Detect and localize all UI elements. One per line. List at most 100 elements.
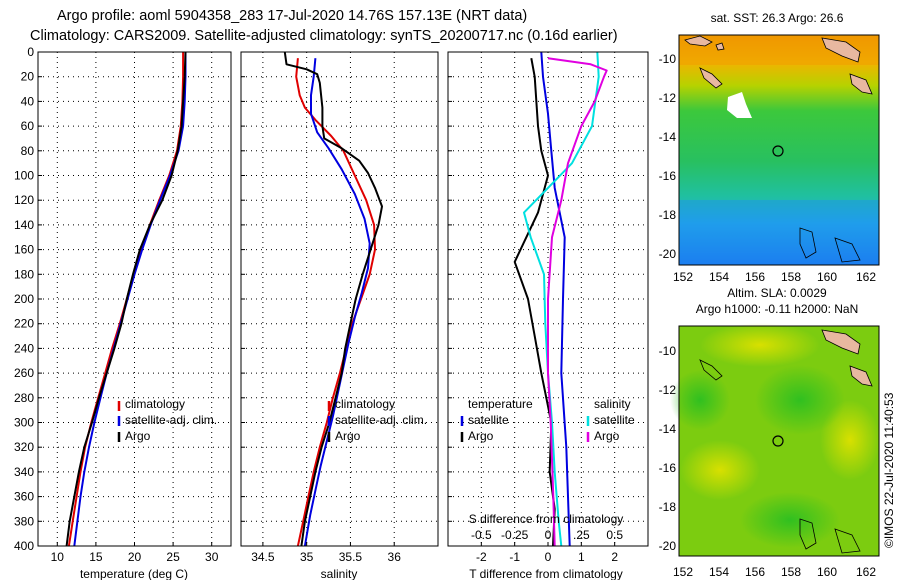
difference-secondary-xlabel: S difference from climatology	[469, 512, 624, 526]
legend-temp-argo: Argo	[468, 429, 494, 443]
temperature-ticks: 0 20 40 60 80 100 120 140 160 180 200 220 240 260 280 3…	[14, 45, 219, 564]
legend-temperature-header: temperature	[468, 397, 533, 411]
salinity-ticks: 34.5 35 35.5 36	[241, 51, 402, 564]
sla-low-anomaly	[740, 492, 840, 548]
salinity-diff-tick-label: .25	[573, 528, 590, 542]
island-icon	[849, 73, 873, 95]
salinity-series	[283, 51, 383, 547]
legend-argo: Argo	[125, 429, 151, 443]
salinity-diff-tick-label: -0.25	[501, 528, 529, 542]
coastline-icon	[699, 359, 723, 381]
depth-tick-label: 380	[14, 514, 34, 528]
depth-tick-label: 160	[14, 243, 34, 257]
depth-tick-label: 220	[14, 317, 34, 331]
x-tick-label: 20	[128, 550, 142, 564]
x-tick-label: 34.5	[251, 550, 275, 564]
depth-tick-label: 260	[14, 366, 34, 380]
x-tick-label: 10	[51, 550, 65, 564]
lon-tick: 158	[781, 270, 801, 284]
argo-float-marker	[772, 145, 784, 157]
legend-argo: Argo	[335, 429, 361, 443]
altimetry-sla-caption: Altim. SLA: 0.0029	[727, 286, 827, 300]
salinity-legend: climatology satellite-adj. clim. Argo	[327, 397, 427, 443]
difference-series	[513, 51, 608, 547]
lat-tick: -14	[659, 130, 677, 144]
lon-tick: 152	[673, 270, 693, 284]
temperature-legend: climatology satellite-adj. clim. Argo	[117, 397, 217, 443]
coastline-icon	[799, 227, 817, 259]
difference-ticks: -2 -1 0 1 2	[448, 51, 618, 564]
lat-tick: -16	[659, 461, 677, 475]
coastline-icon	[834, 237, 861, 263]
legend-satellite-adj: satellite-adj. clim.	[125, 413, 217, 427]
legend-sal-argo: Argo	[594, 429, 620, 443]
coastline-icon	[834, 528, 861, 554]
title-line-1: Argo profile: aoml 5904358_283 17-Jul-20…	[57, 8, 527, 24]
sst-cloud-gap	[727, 92, 752, 118]
lat-tick: -10	[659, 52, 677, 66]
depth-tick-label: 100	[14, 169, 34, 183]
depth-tick-label: 200	[14, 292, 34, 306]
lat-tick: -18	[659, 208, 677, 222]
salinity-axes-frame	[240, 51, 439, 547]
island-icon	[821, 37, 861, 63]
x-tick-label: 25	[166, 550, 180, 564]
series-line-salinity-argo	[547, 57, 608, 547]
temperature-grid	[38, 52, 231, 546]
imos-timestamp: ©IMOS 22-Jul-2020 11:40:53	[882, 392, 896, 548]
x-tick-label: 15	[89, 550, 103, 564]
sla-high-anomaly	[700, 323, 820, 367]
argo-float-marker	[772, 435, 784, 447]
coastline-icon	[799, 518, 817, 550]
salinity-diff-tick-label: 0.5	[606, 528, 623, 542]
salinity-diff-ticks: -0.5 -0.25 0 .25 0.5	[471, 528, 623, 542]
x-tick-label: -1	[509, 550, 520, 564]
legend-climatology: climatology	[335, 397, 395, 411]
depth-tick-label: 60	[21, 119, 35, 133]
lon-tick: 158	[781, 565, 801, 579]
sla-high-anomaly	[680, 440, 760, 500]
island-icon	[699, 67, 723, 89]
lon-tick: 162	[856, 565, 876, 579]
depth-tick-label: 320	[14, 440, 34, 454]
sst-field	[679, 35, 879, 265]
lon-tick: 152	[673, 565, 693, 579]
temperature-xlabel: temperature (deg C)	[80, 567, 188, 580]
title-line-2: Climatology: CARS2009. Satellite-adjuste…	[30, 28, 618, 44]
salinity-diff-tick-label: -0.5	[471, 528, 492, 542]
depth-tick-label: 0	[27, 45, 34, 59]
depth-tick-label: 340	[14, 465, 34, 479]
x-tick-label: 36	[388, 550, 402, 564]
legend-satellite-adj: satellite-adj. clim.	[335, 413, 427, 427]
lon-tick: 160	[817, 565, 837, 579]
depth-tick-label: 300	[14, 416, 34, 430]
series-line-argo	[283, 51, 383, 547]
sla-map-title: Argo h1000: -0.11 h2000: NaN	[696, 302, 859, 316]
lat-tick: -18	[659, 500, 677, 514]
salinity-grid	[241, 52, 438, 546]
sla-low-anomaly	[755, 365, 845, 435]
island-icon	[849, 365, 873, 387]
lon-tick: 162	[856, 270, 876, 284]
temperature-profile-panel: 0 20 40 60 80 100 120 140 160 180 200 220 240 260 280 3…	[14, 45, 232, 580]
x-tick-label: 30	[205, 550, 219, 564]
lat-tick: -12	[659, 383, 677, 397]
sst-map: sat. SST: 26.3 Argo: 26.6 -10 -12 -14 -1…	[659, 11, 880, 284]
lon-tick: 160	[817, 270, 837, 284]
salinity-diff-tick-label: 0	[545, 528, 552, 542]
sla-map-ticks: -10 -12 -14 -16 -18 -20 152 154 156 158 …	[659, 344, 877, 579]
x-tick-label: 35.5	[339, 550, 363, 564]
depth-tick-label: 40	[21, 94, 35, 108]
sst-map-title: sat. SST: 26.3 Argo: 26.6	[711, 11, 844, 25]
depth-tick-label: 20	[21, 70, 35, 84]
sst-map-frame	[678, 34, 880, 266]
lat-tick: -12	[659, 91, 677, 105]
x-tick-label: 35	[300, 550, 314, 564]
lat-tick: -16	[659, 169, 677, 183]
legend-sal-satellite: satellite	[594, 413, 635, 427]
sla-low-anomaly	[670, 370, 730, 430]
series-line-temperature-satellite	[540, 51, 571, 547]
depth-tick-label: 280	[14, 391, 34, 405]
series-line-temperature-argo	[513, 58, 556, 547]
